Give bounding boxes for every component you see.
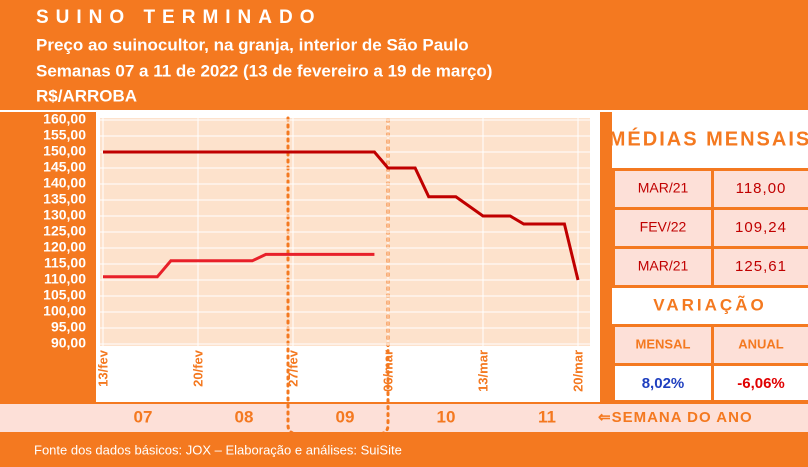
y-tick-label: 135,00: [43, 191, 86, 207]
week-caption: ⇐SEMANA DO ANO: [598, 409, 753, 426]
y-tick-label: 105,00: [43, 287, 86, 303]
y-tick-label: 110,00: [44, 271, 86, 287]
y-tick-label: 140,00: [43, 175, 86, 191]
side-panel: MÉDIAS MENSAIS VARIAÇÃO MENSAL ANUAL 8,0…: [609, 112, 808, 400]
title: SUINO TERMINADO: [36, 7, 322, 28]
month-value: 118,00: [736, 180, 787, 197]
footer: Fonte dos dados básicos: JOX – Elaboraçã…: [34, 442, 402, 457]
y-tick-label: 150,00: [43, 143, 86, 159]
cell: [714, 249, 808, 285]
week-label: 07: [134, 407, 153, 426]
cell: [615, 210, 711, 246]
x-tick-label: 20/fev: [190, 349, 205, 387]
period: Semanas 07 a 11 de 2022 (13 de fevereiro…: [36, 61, 492, 80]
month-label: FEV/22: [640, 219, 687, 235]
series-line: [103, 150, 580, 281]
x-tick-label: 27/fev: [285, 349, 300, 387]
week-label: 08: [235, 407, 254, 426]
panel-title: MÉDIAS MENSAIS: [609, 127, 808, 150]
divider: [0, 110, 808, 112]
unit: R$/ARROBA: [36, 86, 137, 105]
week-label: 11: [538, 407, 556, 426]
cell: [615, 249, 711, 285]
week-highlight: [286, 116, 390, 436]
cell: [615, 327, 711, 363]
cell: [714, 366, 808, 400]
y-tick-label: 100,00: [43, 303, 86, 319]
variation-header: MENSAL: [636, 336, 691, 351]
y-tick-label: 155,00: [43, 127, 86, 143]
y-tick-label: 130,00: [43, 207, 86, 223]
y-tick-label: 90,00: [51, 335, 86, 351]
cell: [615, 366, 711, 400]
variation-title: VARIAÇÃO: [653, 294, 766, 314]
x-tick-label: 13/fev: [95, 349, 110, 387]
variation-title-box: [612, 288, 808, 324]
x-tick-label: 20/mar: [570, 350, 585, 392]
variation-value: 8,02%: [642, 375, 685, 392]
panel-title-box: [612, 112, 808, 168]
cell: [714, 171, 808, 207]
series-line: [103, 252, 375, 279]
variation-value: -6,06%: [737, 375, 785, 392]
month-label: MAR/21: [638, 258, 689, 274]
month-label: MAR/21: [638, 180, 689, 196]
cell: [615, 171, 711, 207]
month-value: 125,61: [735, 258, 787, 275]
y-tick-label: 95,00: [51, 319, 86, 335]
y-tick-label: 120,00: [43, 239, 86, 255]
month-value: 109,24: [735, 219, 787, 236]
week-label: 09: [336, 407, 355, 426]
y-tick-label: 145,00: [43, 159, 86, 175]
week-label: 10: [437, 407, 456, 426]
variation-header: ANUAL: [738, 336, 784, 351]
x-tick-label: 13/mar: [475, 350, 490, 392]
subtitle: Preço ao suinocultor, na granja, interio…: [36, 35, 469, 54]
y-tick-label: 125,00: [43, 223, 86, 239]
cell: [714, 327, 808, 363]
cell: [714, 210, 808, 246]
x-tick-label: 06/mar: [380, 350, 395, 392]
y-tick-label: 160,00: [43, 111, 86, 127]
week-band: [0, 404, 808, 432]
y-tick-label: 115,00: [44, 255, 86, 271]
